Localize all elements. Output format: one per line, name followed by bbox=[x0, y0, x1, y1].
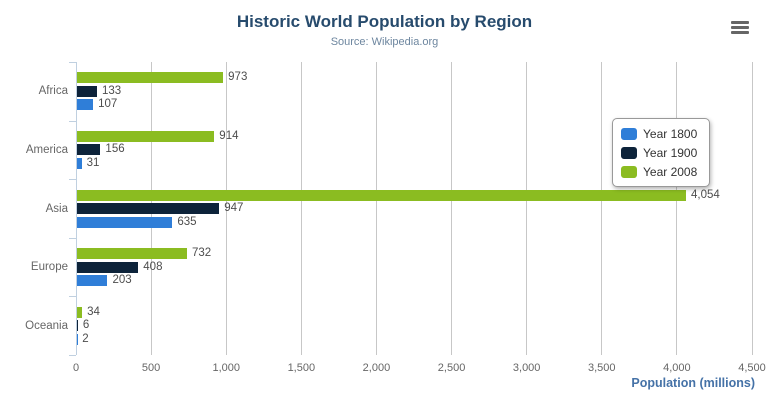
axis-tick bbox=[69, 296, 76, 298]
bar-year-2008-oceania[interactable] bbox=[77, 306, 83, 318]
bar-year-1900-america[interactable] bbox=[77, 144, 101, 156]
bar-year-1900-asia[interactable] bbox=[77, 203, 220, 214]
x-tick-label: 3,000 bbox=[512, 362, 541, 374]
legend-item-year-1900[interactable]: Year 1900 bbox=[621, 143, 697, 162]
x-tick-label: 0 bbox=[72, 362, 80, 374]
bar-year-2008-america[interactable] bbox=[77, 130, 215, 142]
bar-value-label: 133 bbox=[101, 84, 122, 97]
context-menu-button[interactable] bbox=[727, 16, 753, 38]
bar-year-1800-africa[interactable] bbox=[77, 99, 94, 111]
bar-year-1900-africa[interactable] bbox=[77, 85, 97, 97]
legend-item-year-2008[interactable]: Year 2008 bbox=[621, 162, 697, 181]
bar-value-label: 31 bbox=[86, 156, 100, 169]
bar-year-1800-europe[interactable] bbox=[77, 275, 108, 287]
legend-label: Year 2008 bbox=[643, 164, 698, 179]
category-label-asia: Asia bbox=[45, 202, 68, 215]
legend-item-year-1800[interactable]: Year 1800 bbox=[621, 124, 697, 143]
x-tick-label: 3,500 bbox=[588, 362, 616, 374]
bar-value-label: 107 bbox=[98, 98, 118, 111]
bar-value-label: 34 bbox=[87, 305, 100, 318]
bar-year-2008-europe[interactable] bbox=[77, 248, 187, 260]
x-tick-label: 1,000 bbox=[212, 362, 240, 374]
gridline bbox=[451, 62, 453, 355]
bar-year-2008-africa[interactable] bbox=[77, 72, 224, 84]
category-label-africa: Africa bbox=[38, 85, 68, 98]
axis-tick bbox=[69, 62, 76, 63]
bar-value-label: 408 bbox=[143, 260, 163, 273]
x-tick-label: 4,000 bbox=[663, 362, 691, 374]
bar-value-label: 6 bbox=[82, 319, 90, 332]
axis-tick bbox=[69, 237, 76, 239]
gridline bbox=[300, 62, 302, 355]
legend-swatch-icon bbox=[621, 146, 637, 159]
bar-year-1800-asia[interactable] bbox=[77, 216, 173, 228]
bar-value-label: 635 bbox=[177, 215, 197, 228]
gridline bbox=[375, 62, 377, 355]
chart-title: Historic World Population by Region bbox=[236, 12, 533, 31]
bar-value-label: 4,054 bbox=[691, 188, 720, 201]
hamburger-icon bbox=[731, 20, 749, 34]
bar-value-label: 203 bbox=[112, 274, 132, 287]
bar-value-label: 947 bbox=[224, 202, 244, 214]
bar-value-label: 2 bbox=[82, 332, 89, 345]
chart-subtitle: Source: Wikipedia.org bbox=[330, 36, 439, 48]
legend: Year 1800 Year 1900 Year 2008 bbox=[612, 118, 711, 187]
legend-label: Year 1800 bbox=[643, 126, 698, 141]
gridline bbox=[526, 62, 528, 355]
category-label-oceania: Oceania bbox=[25, 319, 68, 332]
category-label-europe: Europe bbox=[30, 261, 68, 274]
bar-year-2008-asia[interactable] bbox=[77, 189, 686, 201]
bar-value-label: 914 bbox=[219, 129, 239, 142]
bar-year-1900-oceania[interactable] bbox=[77, 320, 78, 332]
category-axis-line bbox=[76, 62, 77, 355]
axis-tick bbox=[69, 355, 76, 356]
x-tick-label: 1,500 bbox=[287, 362, 316, 374]
plot-area: 973 133 107 914 156 31 4,054 947 635 732 408 203 34 6… bbox=[69, 62, 753, 356]
category-label-america: America bbox=[25, 143, 68, 156]
legend-label: Year 1900 bbox=[643, 145, 698, 160]
x-tick-label: 4,500 bbox=[738, 362, 766, 374]
x-tick-label: 500 bbox=[141, 362, 161, 374]
axis-tick bbox=[69, 179, 76, 181]
gridline bbox=[225, 62, 227, 355]
bar-value-label: 973 bbox=[228, 71, 248, 84]
legend-swatch-icon bbox=[621, 165, 637, 178]
x-tick-label: 2,000 bbox=[362, 362, 391, 374]
x-tick-label: 2,500 bbox=[437, 362, 466, 374]
gridline bbox=[676, 62, 678, 355]
gridline bbox=[751, 62, 753, 355]
x-axis-title: Population (millions) bbox=[631, 376, 755, 390]
bar-year-1800-america[interactable] bbox=[77, 157, 82, 169]
bar-value-label: 732 bbox=[191, 247, 212, 260]
legend-swatch-icon bbox=[621, 127, 637, 140]
gridline bbox=[601, 62, 603, 355]
axis-tick bbox=[69, 120, 76, 122]
bar-year-1900-europe[interactable] bbox=[77, 261, 139, 273]
bar-value-label: 156 bbox=[105, 143, 125, 156]
